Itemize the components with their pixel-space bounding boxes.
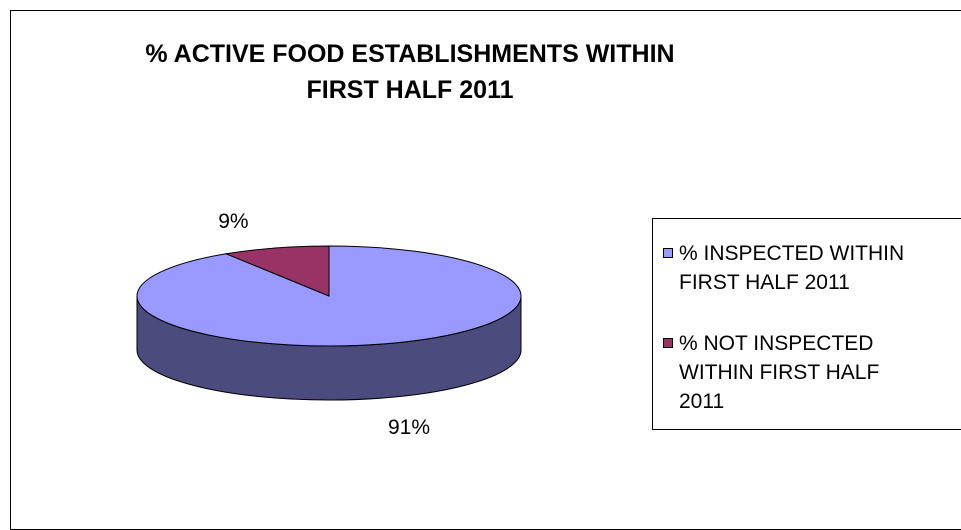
chart-title-line-2: FIRST HALF 2011	[306, 76, 514, 104]
pie-group	[136, 245, 522, 401]
legend-item-inspected: % INSPECTED WITHIN FIRST HALF 2011	[663, 239, 959, 297]
legend-item-not-inspected: % NOT INSPECTED WITHIN FIRST HALF 2011	[663, 329, 959, 416]
legend: % INSPECTED WITHIN FIRST HALF 2011 % NOT…	[652, 218, 961, 430]
data-label-group: 9% 91%	[218, 210, 430, 439]
legend-line: 2011	[679, 390, 725, 413]
legend-label-not-inspected: % NOT INSPECTED WITHIN FIRST HALF 2011	[679, 329, 959, 416]
legend-swatch-not-inspected	[663, 338, 673, 348]
data-label-inspected: 91%	[388, 416, 430, 439]
pie-slice-not-inspected	[224, 245, 330, 297]
legend-line: FIRST HALF 2011	[679, 271, 850, 294]
legend-line: % NOT INSPECTED	[679, 332, 874, 355]
pie-chart: 9% 91%	[136, 210, 522, 439]
legend-line: WITHIN FIRST HALF	[679, 361, 880, 384]
chart-title-line-1: % ACTIVE FOOD ESTABLISHMENTS WITHIN	[145, 40, 675, 68]
data-label-not-inspected: 9%	[218, 210, 248, 233]
chart-title: % ACTIVE FOOD ESTABLISHMENTS WITHIN FIRS…	[60, 36, 760, 108]
legend-line: % INSPECTED WITHIN	[679, 242, 905, 265]
legend-swatch-inspected	[663, 248, 673, 258]
legend-label-inspected: % INSPECTED WITHIN FIRST HALF 2011	[679, 239, 959, 297]
